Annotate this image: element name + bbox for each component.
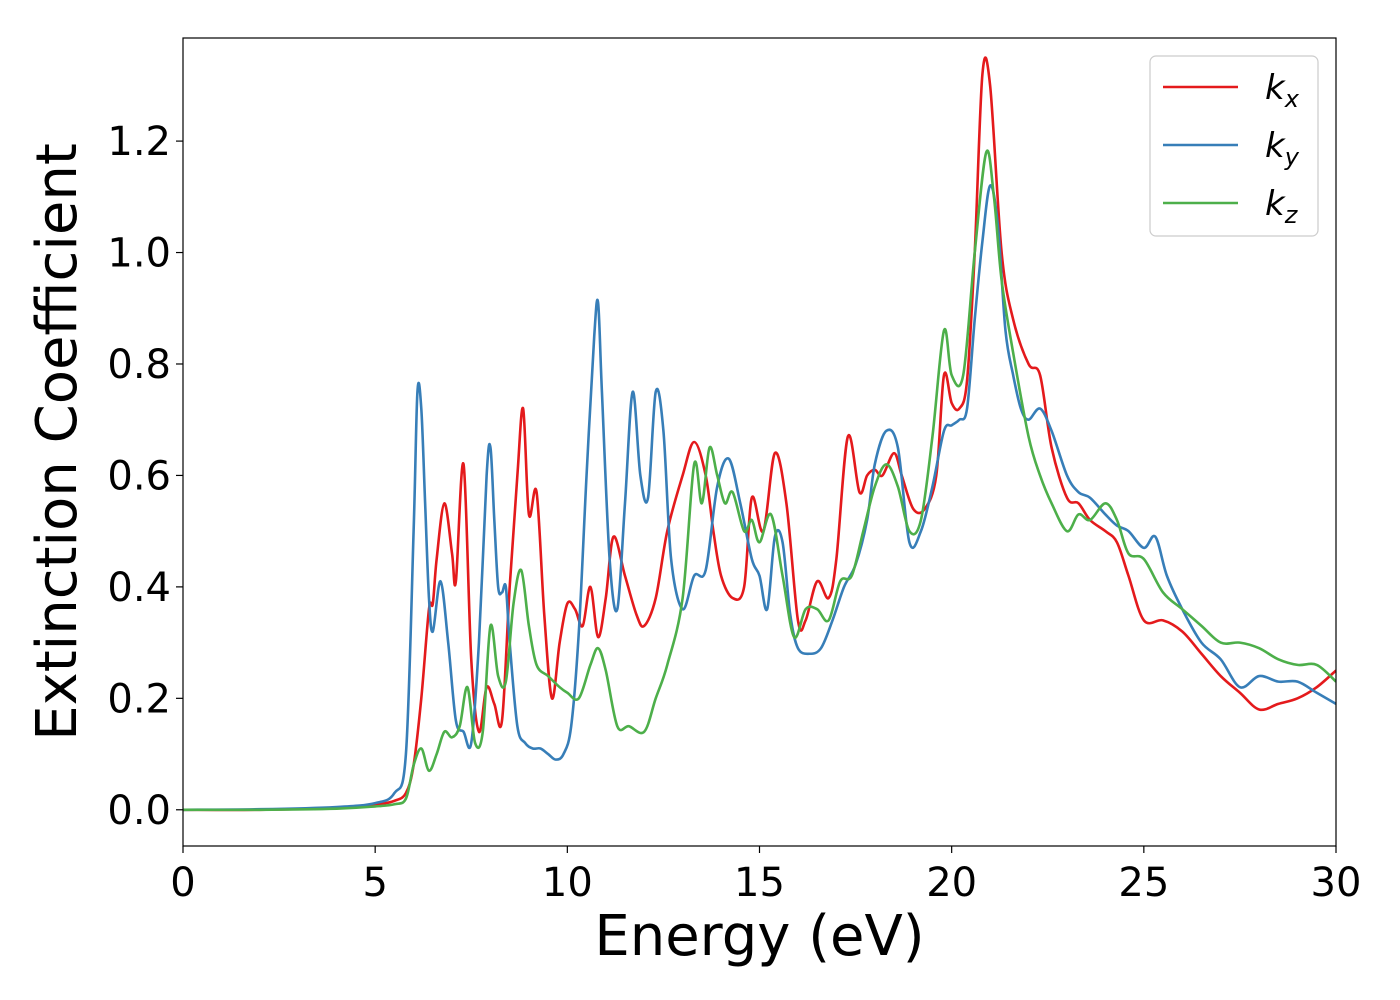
x-tick-label: 10 [542,860,593,906]
series-line-z [183,149,1336,812]
legend: kx ky kz [1149,55,1319,237]
x-tick-label: 20 [926,860,977,906]
x-tick-label: 0 [170,860,195,906]
y-tick-label: 1.0 [107,231,171,277]
x-tick-label: 30 [1311,860,1362,906]
y-tick-label: 0.0 [107,788,171,834]
x-axis-title: Energy (eV) [594,904,924,969]
y-axis-title: Extinction Coefficient [25,143,90,741]
y-tick-label: 0.2 [107,676,171,722]
y-tick-label: 0.8 [107,342,171,388]
x-tick-label: 25 [1118,860,1169,906]
y-axis: 0.0 0.2 0.4 0.6 0.8 1.0 1.2 [107,119,183,834]
legend-label-z: kz [1265,184,1299,229]
legend-label-y: ky [1265,126,1300,171]
series-line-y [183,184,1336,812]
y-tick-label: 0.4 [107,565,171,611]
x-tick-label: 15 [734,860,785,906]
x-axis: 0 5 10 15 20 25 30 [170,846,1361,906]
x-tick-label: 5 [362,860,387,906]
legend-label-x: kx [1265,68,1300,113]
y-tick-label: 1.2 [107,119,171,165]
series-line-x [183,56,1336,812]
series-layer [183,56,1336,812]
y-tick-label: 0.6 [107,453,171,499]
